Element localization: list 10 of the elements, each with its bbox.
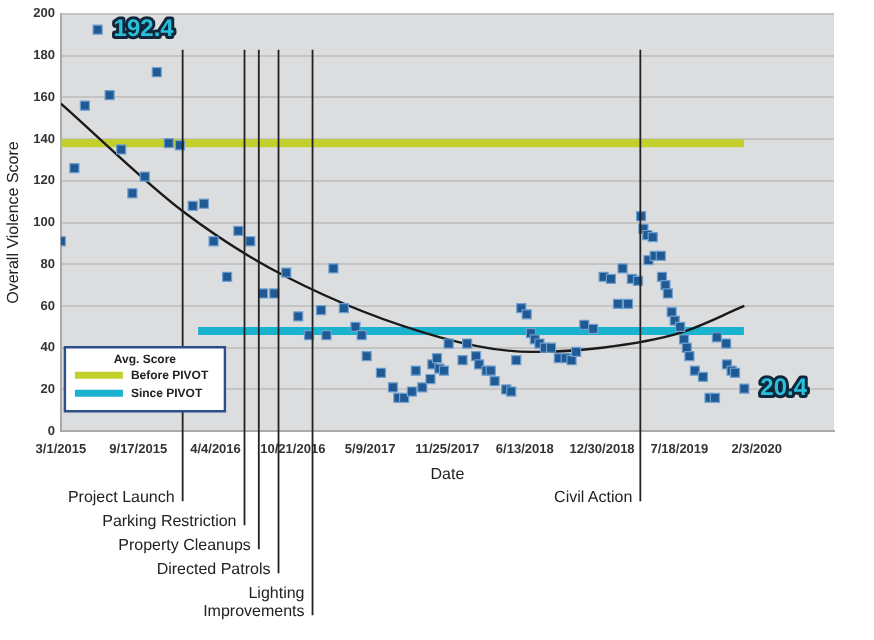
ref-line-label: Parking Restriction (102, 511, 237, 530)
ref-line-label: Directed Patrols (156, 559, 271, 578)
annotation: 192.4 (113, 14, 175, 43)
ref-line-label: Lighting Improvements (203, 583, 305, 620)
ref-line-label: Property Cleanups (118, 535, 251, 554)
x-axis-title: Date (430, 464, 466, 483)
ref-line-label: Civil Action (554, 487, 633, 506)
annotation: 20.4 (760, 373, 808, 402)
ref-line-label: Project Launch (67, 487, 175, 506)
y-axis-title: Overall Violence Score (4, 140, 23, 304)
